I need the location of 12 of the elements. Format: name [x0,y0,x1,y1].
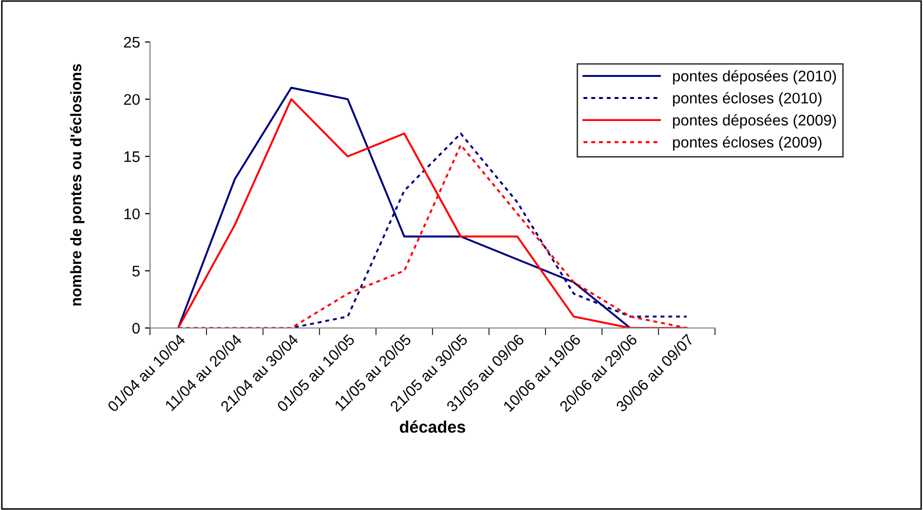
x-axis-title: décades [400,420,466,433]
y-tick-label: 10 [124,208,140,220]
y-tick-label: 25 [124,36,140,48]
y-tick-label: 5 [132,266,140,276]
y-tick-label: 20 [124,94,140,105]
legend-label: pontes écloses (2009) [673,136,822,151]
legend-label: pontes écloses (2010) [673,92,822,107]
y-tick-label: 0 [132,322,140,334]
legend-label: pontes déposées (2009) [673,114,836,129]
y-axis-title: nombre de pontes ou d'éclosions [70,64,84,306]
y-tick-label: 15 [124,151,140,162]
legend-label: pontes déposées (2010) [673,70,836,84]
